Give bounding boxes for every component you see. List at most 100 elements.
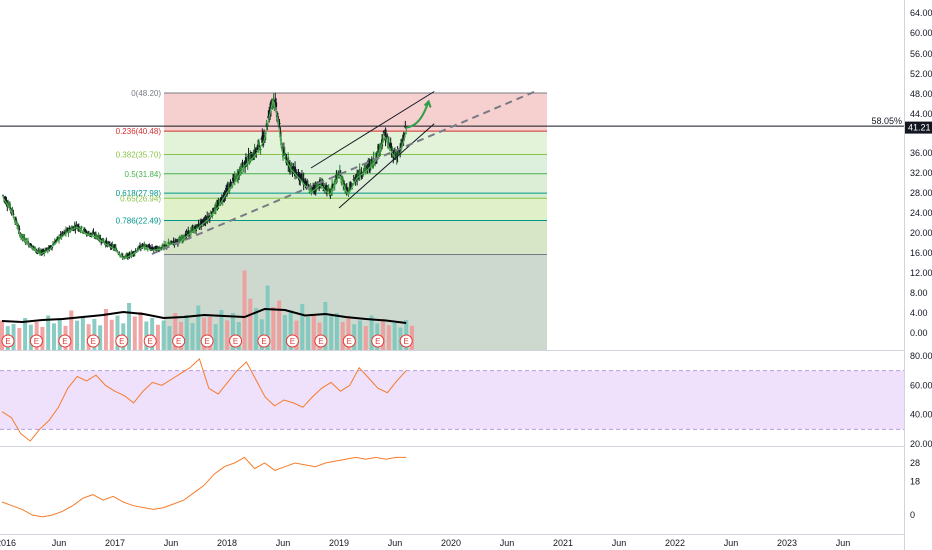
volume-bar xyxy=(132,316,137,350)
volume-bar xyxy=(346,317,351,350)
candle-body xyxy=(49,245,52,248)
candle-body xyxy=(344,184,347,186)
price-axis-tick: 60.00 xyxy=(910,28,932,38)
fib-level-label-6: 0.786(22.49) xyxy=(116,217,162,226)
candle-body xyxy=(209,213,212,215)
earnings-marker: E xyxy=(86,334,100,348)
volume-bar xyxy=(248,298,253,350)
volume-bar xyxy=(265,285,270,350)
candle-body xyxy=(247,154,250,157)
volume-bar xyxy=(369,315,374,350)
candle-body xyxy=(66,228,69,232)
candle-body xyxy=(184,233,187,239)
earnings-marker: E xyxy=(229,334,243,348)
candle-body xyxy=(308,191,311,193)
candle-body xyxy=(113,247,116,249)
candle-body xyxy=(63,231,66,233)
earnings-marker: E xyxy=(399,334,413,348)
candle-body xyxy=(134,250,137,252)
candle-body xyxy=(194,225,197,229)
volume-bar xyxy=(11,324,16,350)
candle-body xyxy=(83,229,86,231)
candle-body xyxy=(89,232,92,236)
candle-body xyxy=(336,174,339,177)
channel-upper-line xyxy=(310,91,435,169)
candle-body xyxy=(170,240,173,243)
candle-body xyxy=(362,173,365,176)
candle-body xyxy=(278,123,281,125)
candle-body xyxy=(110,243,113,249)
candle-body xyxy=(401,140,404,142)
candle-body xyxy=(255,151,258,154)
candle-body xyxy=(341,176,344,183)
volume-bar xyxy=(358,320,363,350)
candle-body xyxy=(379,143,382,150)
candle-body xyxy=(394,152,396,157)
earnings-marker-label: E xyxy=(62,337,67,346)
time-axis-label: Jun xyxy=(836,538,851,548)
earnings-marker-circle xyxy=(257,334,271,348)
fibonacci-zones: 0(48.20) 0.236(40.48) 0.382(35.70) 0.5(31.8… xyxy=(116,89,547,350)
volume-bar xyxy=(271,306,276,350)
volume-moving-average xyxy=(1,307,407,324)
candle-body xyxy=(87,231,90,233)
volume-bar xyxy=(51,323,56,350)
candle-body xyxy=(234,177,237,182)
candle-body xyxy=(9,208,12,210)
earnings-marker-label: E xyxy=(148,337,153,346)
relative-strength-line xyxy=(1,456,407,518)
candle-body xyxy=(329,189,332,195)
candle-body xyxy=(263,139,266,141)
volume-bar xyxy=(363,326,368,350)
volume-bar xyxy=(190,323,195,350)
volume-bar xyxy=(392,323,397,350)
time-axis-label: 2019 xyxy=(329,538,349,548)
candle-body xyxy=(214,205,217,211)
candle-body xyxy=(326,186,329,190)
earnings-marker-label: E xyxy=(204,337,209,346)
earnings-marker: E xyxy=(285,334,299,348)
volume-bar xyxy=(225,320,230,350)
candle-body xyxy=(145,245,148,247)
candle-body xyxy=(287,157,290,166)
candle-body xyxy=(53,241,56,245)
projection-arrow-head xyxy=(423,99,432,108)
candle-body xyxy=(201,219,204,221)
candle-body xyxy=(144,244,147,246)
candle-body xyxy=(244,157,247,166)
fib-zone-2 xyxy=(164,154,547,174)
candle-body xyxy=(348,187,351,191)
candle-body xyxy=(70,227,73,229)
rsi-axis-tick: 80.00 xyxy=(910,351,932,361)
volume-bar xyxy=(28,324,33,350)
axes: 64.0060.0056.0052.0048.0044.0041.5236.00… xyxy=(0,8,932,548)
fib-zone-5 xyxy=(164,198,547,221)
candle-body xyxy=(289,163,292,171)
time-axis-label: 2021 xyxy=(553,538,573,548)
last-price-label: 41.21 xyxy=(908,123,931,133)
candle-body xyxy=(164,244,167,246)
drawing-tools[interactable]: 58.05% xyxy=(0,90,904,255)
candle-body xyxy=(283,152,286,154)
rs-axis-tick: 28 xyxy=(910,458,920,468)
volume-bar xyxy=(409,325,414,350)
volume-bar xyxy=(167,326,172,350)
rsi-panel xyxy=(0,357,904,442)
candle-body xyxy=(321,182,324,186)
candle-body xyxy=(119,255,122,257)
candle-body xyxy=(156,246,159,248)
earnings-marker-label: E xyxy=(119,337,124,346)
earnings-marker-circle xyxy=(371,334,385,348)
candle-body xyxy=(82,228,85,232)
rsi-axis-tick: 20.00 xyxy=(910,439,932,449)
price-axis-tick: 48.00 xyxy=(910,89,932,99)
candle-body xyxy=(218,201,221,203)
volume-bar xyxy=(242,270,247,350)
fib-zone-1 xyxy=(164,131,547,155)
candle-body xyxy=(263,136,266,138)
candle-body xyxy=(284,157,287,159)
candle-body xyxy=(85,231,88,234)
candle-body xyxy=(152,248,155,250)
